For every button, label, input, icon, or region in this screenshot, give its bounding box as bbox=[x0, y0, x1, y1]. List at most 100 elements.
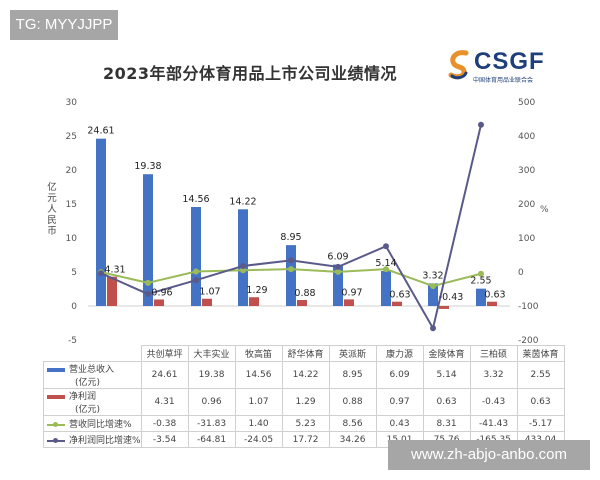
left-axis-title: 民 bbox=[47, 215, 57, 226]
table-header: 莱茵体育 bbox=[516, 345, 565, 362]
revenue-growth-marker bbox=[145, 279, 151, 286]
revenue-value-label: 24.61 bbox=[87, 126, 114, 137]
left-axis-title: 元 bbox=[47, 193, 57, 204]
table-header: 大丰实业 bbox=[187, 345, 236, 362]
revenue-growth-marker bbox=[240, 267, 246, 274]
table-header: 共创草坪 bbox=[140, 345, 189, 362]
table-cell: -64.81 bbox=[187, 431, 236, 448]
table-cell: 1.07 bbox=[234, 388, 283, 416]
profit-bar bbox=[487, 301, 497, 306]
revenue-value-label: 8.95 bbox=[280, 232, 301, 243]
table-cell: 0.63 bbox=[516, 388, 565, 416]
logo-swirl-icon bbox=[448, 50, 469, 80]
revenue-value-label: 3.32 bbox=[422, 270, 443, 281]
table-header: 英派斯 bbox=[328, 345, 377, 362]
revenue-value-label: 2.55 bbox=[470, 276, 491, 287]
revenue-growth-marker bbox=[430, 283, 436, 290]
table-cell: 2.55 bbox=[516, 361, 565, 389]
table-cell: 4.31 bbox=[140, 388, 189, 416]
table-cell: 5.14 bbox=[422, 361, 471, 389]
right-axis: 500 400 300 200 100 0 -100 -200% bbox=[518, 98, 549, 345]
legend-profit: 净利润 (亿元) bbox=[43, 388, 142, 416]
revenue-bar bbox=[238, 209, 248, 306]
legend-revenue-growth: 营收同比增速% bbox=[43, 415, 142, 432]
revenue-bar bbox=[286, 245, 296, 306]
data-labels: 24.61 4.31 19.38 0.96 14.56 1.07 14.22 1.29 8.95… bbox=[87, 126, 505, 303]
profit-bar bbox=[344, 299, 354, 306]
profit-bar bbox=[439, 306, 449, 309]
profit-growth-marker bbox=[478, 121, 484, 128]
profit-growth-marker bbox=[430, 325, 436, 332]
profit-growth-marker bbox=[145, 291, 151, 298]
table-header-row: 共创草坪 大丰实业 牧高笛 舒华体育 英派斯 康力源 金陵体育 三柏硕 莱茵体育 bbox=[44, 345, 565, 362]
left-tick-label: 30 bbox=[66, 98, 78, 108]
revenue-growth-line-marker-icon bbox=[47, 421, 65, 427]
table-cell: 8.56 bbox=[328, 415, 377, 432]
revenue-growth-marker bbox=[478, 270, 484, 277]
table-cell: 14.56 bbox=[234, 361, 283, 389]
profit-growth-marker bbox=[98, 270, 104, 277]
right-tick-label: 200 bbox=[518, 200, 535, 210]
profit-bar bbox=[249, 297, 259, 306]
revenue-bar bbox=[191, 206, 201, 306]
right-tick-label: 300 bbox=[518, 166, 535, 176]
table-cell: -3.54 bbox=[140, 431, 189, 448]
profit-growth-marker bbox=[383, 243, 389, 250]
profit-bar bbox=[154, 299, 164, 306]
table-cell: 34.26 bbox=[328, 431, 377, 448]
profit-bar bbox=[107, 276, 117, 306]
left-axis-title: 亿 bbox=[47, 181, 57, 193]
profit-growth-marker bbox=[240, 262, 246, 269]
left-tick-label: 15 bbox=[66, 200, 77, 210]
bar-series bbox=[96, 138, 497, 309]
left-tick-label: 20 bbox=[66, 166, 78, 176]
profit-bar bbox=[202, 298, 212, 306]
table-row-revenue: 营业总收入 (亿元) 24.61 19.38 14.56 14.22 8.95 … bbox=[43, 361, 565, 389]
profit-growth-marker bbox=[193, 277, 199, 284]
profit-value-label: 0.88 bbox=[294, 288, 315, 299]
left-tick-label: 0 bbox=[71, 302, 77, 312]
logo-text: CSGF bbox=[474, 48, 545, 75]
table-cell: 5.23 bbox=[281, 415, 330, 432]
left-tick-label: 10 bbox=[66, 234, 78, 244]
left-tick-label: -5 bbox=[68, 336, 77, 345]
left-axis-title: 人 bbox=[47, 204, 57, 215]
revenue-bar bbox=[428, 283, 438, 306]
revenue-growth-marker bbox=[335, 268, 341, 275]
profit-value-label: 1.07 bbox=[199, 287, 220, 298]
table-cell: 3.32 bbox=[469, 361, 518, 389]
table-cell: 14.22 bbox=[281, 361, 330, 389]
logo-subtitle: 中国体育用品业联合会 bbox=[473, 77, 534, 84]
table-row-revenue-growth: 营收同比增速% -0.38 -31.83 1.40 5.23 8.56 0.43… bbox=[43, 415, 565, 432]
profit-growth-marker bbox=[335, 263, 341, 270]
revenue-bar bbox=[143, 174, 153, 306]
table-header: 金陵体育 bbox=[422, 345, 471, 362]
table-cell: 19.38 bbox=[187, 361, 236, 389]
revenue-bar-swatch-icon bbox=[47, 367, 65, 372]
profit-value-label: 0.63 bbox=[484, 290, 505, 301]
line-series bbox=[98, 121, 484, 332]
profit-value-label: 1.29 bbox=[246, 285, 267, 296]
table-row-profit: 净利润 (亿元) 4.31 0.96 1.07 1.29 0.88 0.97 0… bbox=[43, 388, 565, 416]
left-tick-label: 5 bbox=[71, 268, 77, 278]
revenue-bar bbox=[333, 264, 343, 306]
left-axis-title: 币 bbox=[47, 226, 57, 237]
profit-value-label: 0.63 bbox=[389, 290, 410, 301]
table-cell: 0.43 bbox=[375, 415, 424, 432]
table-cell: -0.38 bbox=[140, 415, 189, 432]
left-tick-label: 25 bbox=[66, 132, 77, 142]
profit-value-label: 0.97 bbox=[341, 287, 362, 298]
table-cell: 0.97 bbox=[375, 388, 424, 416]
csgf-logo: CSGF 中国体育用品业联合会 bbox=[446, 48, 551, 84]
right-tick-label: 100 bbox=[518, 234, 535, 244]
revenue-value-label: 6.09 bbox=[327, 252, 348, 263]
table-cell: -0.43 bbox=[469, 388, 518, 416]
revenue-growth-marker bbox=[288, 266, 294, 273]
table-cell: -31.83 bbox=[187, 415, 236, 432]
profit-value-label: -0.43 bbox=[439, 292, 464, 303]
revenue-bar bbox=[96, 138, 106, 306]
table-cell: 6.09 bbox=[375, 361, 424, 389]
table-cell: -5.17 bbox=[516, 415, 565, 432]
